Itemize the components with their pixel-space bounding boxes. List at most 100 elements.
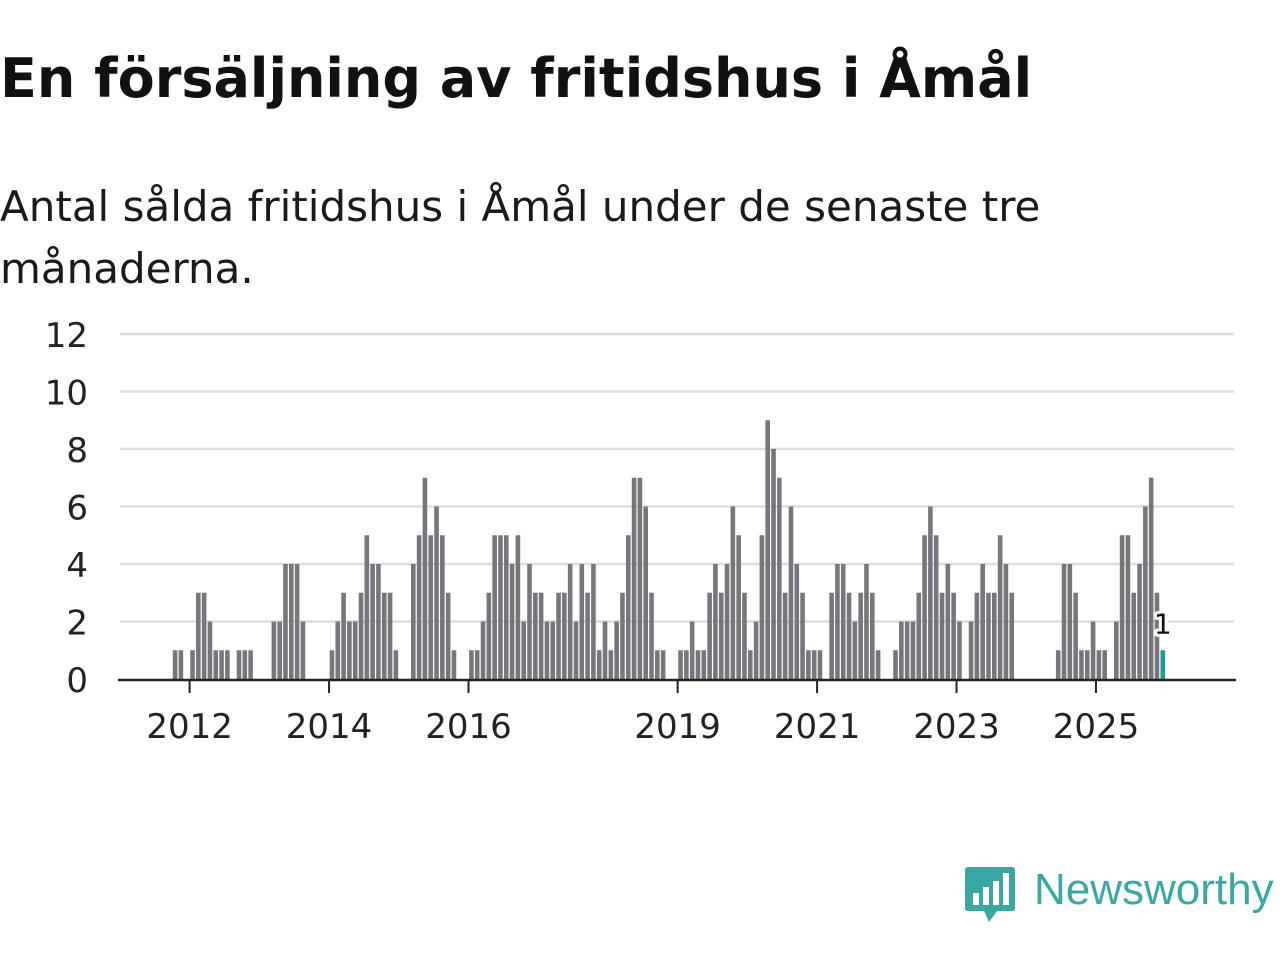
bar [992, 592, 997, 679]
bar [701, 650, 707, 679]
bar [596, 650, 602, 679]
bar [631, 477, 637, 679]
bar [875, 650, 881, 679]
bar [480, 621, 486, 679]
bar [1067, 564, 1073, 679]
y-tick-label: 0 [66, 661, 88, 701]
bar [521, 621, 526, 679]
y-tick-label: 2 [66, 604, 88, 644]
bar [939, 592, 945, 679]
bar [980, 564, 985, 679]
bar [643, 506, 648, 679]
bar [968, 621, 974, 679]
bar [1009, 592, 1015, 679]
highlight-value-label: 1 [1154, 607, 1172, 640]
bar [434, 506, 439, 679]
bar [1148, 477, 1154, 679]
bar [585, 592, 590, 679]
bar [765, 420, 771, 679]
bar [248, 650, 253, 679]
bar [736, 535, 741, 679]
bar [492, 535, 497, 679]
bar [846, 592, 852, 679]
bar [852, 621, 858, 679]
bar [829, 592, 834, 679]
bar [707, 592, 712, 679]
bar [1143, 506, 1148, 679]
bar [283, 564, 288, 679]
bar [498, 535, 503, 679]
bar [806, 650, 811, 679]
bar [1090, 621, 1096, 679]
bar [713, 564, 718, 679]
bar [835, 564, 840, 679]
bar [747, 650, 753, 679]
bar [718, 592, 724, 679]
bar [376, 564, 381, 679]
bar [271, 621, 277, 679]
bar [1154, 592, 1160, 679]
bar [1003, 564, 1009, 679]
chart-title: En försäljning av fritidshus i Åmål [0, 47, 1033, 110]
bar [660, 650, 666, 679]
bar [440, 535, 445, 679]
x-tick-label: 2025 [1053, 707, 1140, 747]
bar [207, 621, 213, 679]
y-axis-ticks: 0 2 4 6 8 10 12 [45, 316, 88, 701]
bar [840, 564, 846, 679]
bar [945, 564, 951, 679]
bar [800, 592, 805, 679]
bars [172, 420, 1166, 679]
bar [788, 506, 794, 679]
bar [411, 564, 416, 679]
bar [933, 535, 939, 679]
bar [567, 564, 573, 679]
x-axis-ticks: 2012 2014 2016 2019 2021 2023 2025 [146, 680, 1139, 747]
bar [1055, 650, 1061, 679]
x-tick-label: 2023 [913, 707, 1000, 747]
highlight-annotation: 1 [1151, 604, 1175, 643]
bar [370, 564, 375, 679]
bar [381, 592, 387, 679]
bar [817, 650, 823, 679]
bar [1125, 535, 1131, 679]
bar [625, 535, 631, 679]
gridlines [120, 332, 1234, 623]
bar [922, 535, 927, 679]
bar [236, 650, 242, 679]
bar [196, 592, 201, 679]
bar [422, 477, 428, 679]
bar [335, 621, 341, 679]
bar [573, 621, 579, 679]
bar [352, 621, 358, 679]
bar [358, 592, 364, 679]
bar [329, 650, 335, 679]
bar [503, 535, 509, 679]
bar [869, 592, 875, 679]
y-tick-label: 6 [66, 489, 88, 529]
bar [579, 564, 585, 679]
bar [341, 592, 346, 679]
bar [782, 592, 788, 679]
bar [277, 621, 282, 679]
bar [655, 650, 660, 679]
bar [538, 592, 544, 679]
bar [1131, 592, 1137, 679]
logo-text: Newsworthy [1034, 865, 1274, 914]
bar [201, 592, 207, 679]
y-tick-label: 10 [45, 374, 88, 414]
bar [527, 564, 532, 679]
bar [904, 621, 910, 679]
bar [724, 564, 730, 679]
bar [928, 506, 933, 679]
bar [178, 650, 184, 679]
bar [771, 449, 776, 679]
bar [509, 564, 515, 679]
bar [742, 592, 747, 679]
bar [556, 592, 561, 679]
x-tick-label: 2021 [774, 707, 861, 747]
bar [974, 592, 980, 679]
bar [219, 650, 224, 679]
bar [364, 535, 370, 679]
bar [899, 621, 904, 679]
